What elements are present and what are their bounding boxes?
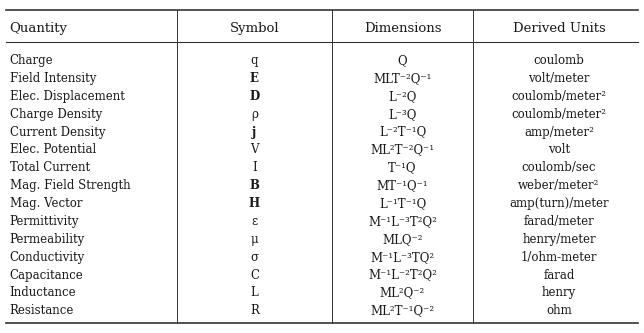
Text: Symbol: Symbol xyxy=(229,22,279,35)
Text: Quantity: Quantity xyxy=(10,22,68,35)
Text: Permeability: Permeability xyxy=(10,233,85,246)
Text: ρ: ρ xyxy=(251,108,258,121)
Text: Mag. Field Strength: Mag. Field Strength xyxy=(10,179,130,192)
Text: L⁻²Q: L⁻²Q xyxy=(388,90,417,103)
Text: L⁻¹T⁻¹Q: L⁻¹T⁻¹Q xyxy=(379,197,426,210)
Text: Field Intensity: Field Intensity xyxy=(10,72,96,85)
Text: ML²T⁻¹Q⁻²: ML²T⁻¹Q⁻² xyxy=(370,304,435,317)
Text: Q: Q xyxy=(398,54,407,67)
Text: M⁻¹L⁻²T²Q²: M⁻¹L⁻²T²Q² xyxy=(368,268,437,281)
Text: j: j xyxy=(252,126,256,139)
Text: T⁻¹Q: T⁻¹Q xyxy=(388,161,417,174)
Text: D: D xyxy=(249,90,260,103)
Text: Capacitance: Capacitance xyxy=(10,268,84,281)
Text: B: B xyxy=(249,179,260,192)
Text: μ: μ xyxy=(251,233,258,246)
Text: Permittivity: Permittivity xyxy=(10,215,79,228)
Text: Current Density: Current Density xyxy=(10,126,105,139)
Text: Mag. Vector: Mag. Vector xyxy=(10,197,82,210)
Text: henry/meter: henry/meter xyxy=(522,233,596,246)
Text: V: V xyxy=(250,144,259,157)
Text: L⁻³Q: L⁻³Q xyxy=(388,108,417,121)
Text: ML²Q⁻²: ML²Q⁻² xyxy=(380,286,425,299)
Text: I: I xyxy=(252,161,257,174)
Text: ML²T⁻²Q⁻¹: ML²T⁻²Q⁻¹ xyxy=(370,144,435,157)
Text: σ: σ xyxy=(251,251,258,264)
Text: C: C xyxy=(250,268,259,281)
Text: coulomb/meter²: coulomb/meter² xyxy=(511,108,607,121)
Text: Charge: Charge xyxy=(10,54,53,67)
Text: henry: henry xyxy=(542,286,576,299)
Text: Total Current: Total Current xyxy=(10,161,90,174)
Text: H: H xyxy=(249,197,260,210)
Text: R: R xyxy=(250,304,259,317)
Text: farad/meter: farad/meter xyxy=(524,215,594,228)
Text: 1/ohm-meter: 1/ohm-meter xyxy=(521,251,597,264)
Text: Charge Density: Charge Density xyxy=(10,108,102,121)
Text: ohm: ohm xyxy=(546,304,572,317)
Text: MLQ⁻²: MLQ⁻² xyxy=(383,233,422,246)
Text: Derived Units: Derived Units xyxy=(513,22,605,35)
Text: M⁻¹L⁻³T²Q²: M⁻¹L⁻³T²Q² xyxy=(368,215,437,228)
Text: coulomb/meter²: coulomb/meter² xyxy=(511,90,607,103)
Text: ε: ε xyxy=(251,215,258,228)
Text: E: E xyxy=(250,72,259,85)
Text: coulomb/sec: coulomb/sec xyxy=(522,161,596,174)
Text: M⁻¹L⁻³TQ²: M⁻¹L⁻³TQ² xyxy=(370,251,435,264)
Text: Dimensions: Dimensions xyxy=(364,22,441,35)
Text: q: q xyxy=(251,54,258,67)
Text: MT⁻¹Q⁻¹: MT⁻¹Q⁻¹ xyxy=(377,179,428,192)
Text: weber/meter²: weber/meter² xyxy=(518,179,600,192)
Text: farad: farad xyxy=(544,268,574,281)
Text: Elec. Displacement: Elec. Displacement xyxy=(10,90,124,103)
Text: volt: volt xyxy=(548,144,570,157)
Text: L⁻²T⁻¹Q: L⁻²T⁻¹Q xyxy=(379,126,426,139)
Text: MLT⁻²Q⁻¹: MLT⁻²Q⁻¹ xyxy=(374,72,431,85)
Text: L: L xyxy=(251,286,258,299)
Text: Elec. Potential: Elec. Potential xyxy=(10,144,96,157)
Text: amp(turn)/meter: amp(turn)/meter xyxy=(509,197,609,210)
Text: coulomb: coulomb xyxy=(534,54,584,67)
Text: volt/meter: volt/meter xyxy=(528,72,590,85)
Text: Conductivity: Conductivity xyxy=(10,251,85,264)
Text: Inductance: Inductance xyxy=(10,286,76,299)
Text: amp/meter²: amp/meter² xyxy=(524,126,594,139)
Text: Resistance: Resistance xyxy=(10,304,74,317)
